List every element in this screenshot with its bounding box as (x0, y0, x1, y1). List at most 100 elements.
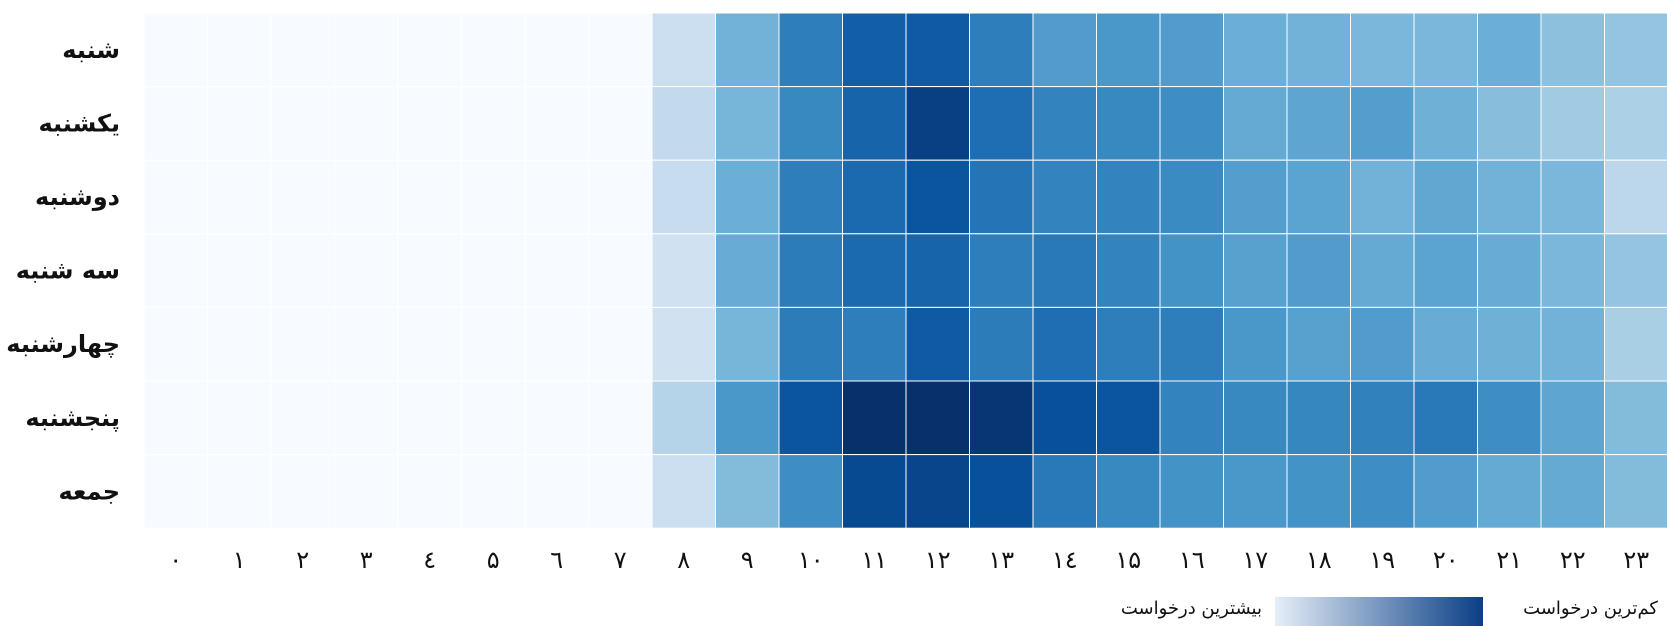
hour-label: ۱۲ (925, 546, 951, 574)
heatmap-cell (143, 12, 208, 88)
heatmap-cell (778, 86, 843, 161)
day-label: یکشنبه (38, 109, 120, 137)
heatmap-cell (1413, 12, 1478, 88)
heatmap-cell (461, 454, 526, 529)
heatmap-cell (905, 159, 970, 235)
heatmap-cell (270, 233, 335, 308)
heatmap-cell (842, 159, 907, 235)
heatmap-cell (1350, 454, 1415, 529)
heatmap-cell (207, 454, 272, 529)
heatmap-cell (461, 306, 526, 382)
heatmap-cell (715, 306, 780, 382)
heatmap-cell (1604, 454, 1667, 529)
heatmap-cell (651, 233, 716, 308)
heatmap-cell (1350, 233, 1415, 308)
heatmap-cell (651, 380, 716, 456)
heatmap-cell (1350, 86, 1415, 161)
heatmap-cell (1286, 306, 1351, 382)
day-label: چهارشنبه (6, 330, 120, 358)
hour-label: ۲۰ (1433, 546, 1459, 574)
heatmap-cell (461, 380, 526, 456)
heatmap-cell (905, 454, 970, 529)
heatmap-cells (143, 12, 1667, 529)
heatmap-cell (1032, 159, 1097, 235)
hour-label: ۱۱ (861, 546, 887, 574)
heatmap-cell (1413, 306, 1478, 382)
heatmap-cell (1540, 306, 1605, 382)
heatmap-cell (1413, 380, 1478, 456)
heatmap-cell (588, 159, 653, 235)
heatmap-cell (1286, 159, 1351, 235)
heatmap-cell (905, 86, 970, 161)
day-label: دوشنبه (35, 183, 120, 211)
hour-label: ۲۳ (1623, 546, 1649, 574)
heatmap-cell (1159, 454, 1224, 529)
heatmap-cell (143, 86, 208, 161)
heatmap-cell (1604, 12, 1667, 88)
hour-label: ۱ (233, 546, 246, 574)
hour-labels: ۰ ۱ ۲ ۳ ٤ ۵ ٦ ۷ ۸ ۹ ۱۰ ۱۱ ۱۲ ۱۳ ۱٤ ۱۵ ۱٦ ۱۷ ۱۸ ۱۹ ۲۰ ۲۱ ۲۲ ۲۳ (169, 546, 1649, 574)
heatmap-cell (715, 86, 780, 161)
heatmap-cell (270, 454, 335, 529)
heatmap-cell (842, 306, 907, 382)
hour-label: ۱۷ (1242, 546, 1268, 574)
heatmap-cell (1032, 12, 1097, 88)
heatmap-cell (397, 12, 462, 88)
heatmap-cell (778, 159, 843, 235)
heatmap-cell (270, 380, 335, 456)
heatmap-cell (1159, 12, 1224, 88)
heatmap-cell (143, 454, 208, 529)
heatmap-cell (1096, 159, 1161, 235)
heatmap-cell (397, 380, 462, 456)
hour-label: ۱٦ (1179, 546, 1205, 574)
heatmap-cell (1096, 454, 1161, 529)
heatmap-cell (1159, 159, 1224, 235)
heatmap-cell (969, 86, 1034, 161)
hour-label: ۰ (169, 546, 182, 574)
heatmap-cell (1477, 86, 1542, 161)
heatmap-cell (524, 159, 589, 235)
heatmap-cell (397, 159, 462, 235)
heatmap-cell (1286, 380, 1351, 456)
heatmap-cell (905, 380, 970, 456)
hour-label: ۷ (614, 546, 627, 574)
heatmap-cell (1096, 233, 1161, 308)
hour-label: ٤ (423, 546, 436, 574)
heatmap-cell (969, 159, 1034, 235)
heatmap-cell (1096, 380, 1161, 456)
heatmap-cell (207, 86, 272, 161)
heatmap-cell (778, 454, 843, 529)
heatmap-cell (461, 86, 526, 161)
hour-label: ۱۹ (1369, 546, 1395, 574)
heatmap-cell (1223, 233, 1288, 308)
heatmap-cell (207, 12, 272, 88)
hour-label: ۱۰ (798, 546, 824, 574)
heatmap-cell (715, 12, 780, 88)
heatmap-cell (1540, 86, 1605, 161)
legend-high-label: بیشترین درخواست (1121, 598, 1262, 619)
heatmap-cell (651, 454, 716, 529)
heatmap-cell (334, 159, 399, 235)
heatmap-cell (1286, 454, 1351, 529)
heatmap-cell (588, 380, 653, 456)
heatmap-cell (1604, 306, 1667, 382)
heatmap-cell (524, 454, 589, 529)
heatmap-cell (1032, 454, 1097, 529)
hour-label: ۲۱ (1496, 546, 1522, 574)
heatmap-cell (842, 454, 907, 529)
heatmap-cell (1286, 233, 1351, 308)
hour-label: ۵ (487, 546, 500, 574)
heatmap-cell (905, 12, 970, 88)
heatmap-cell (969, 12, 1034, 88)
heatmap-cell (334, 12, 399, 88)
heatmap-cell (588, 233, 653, 308)
heatmap-cell (715, 454, 780, 529)
heatmap-cell (1350, 380, 1415, 456)
heatmap-cell (1096, 86, 1161, 161)
hour-label: ۱۳ (988, 546, 1014, 574)
heatmap-cell (1159, 86, 1224, 161)
heatmap-cell (524, 306, 589, 382)
hour-label: ۱٤ (1052, 546, 1078, 574)
heatmap-cell (1413, 454, 1478, 529)
heatmap-cell (270, 159, 335, 235)
